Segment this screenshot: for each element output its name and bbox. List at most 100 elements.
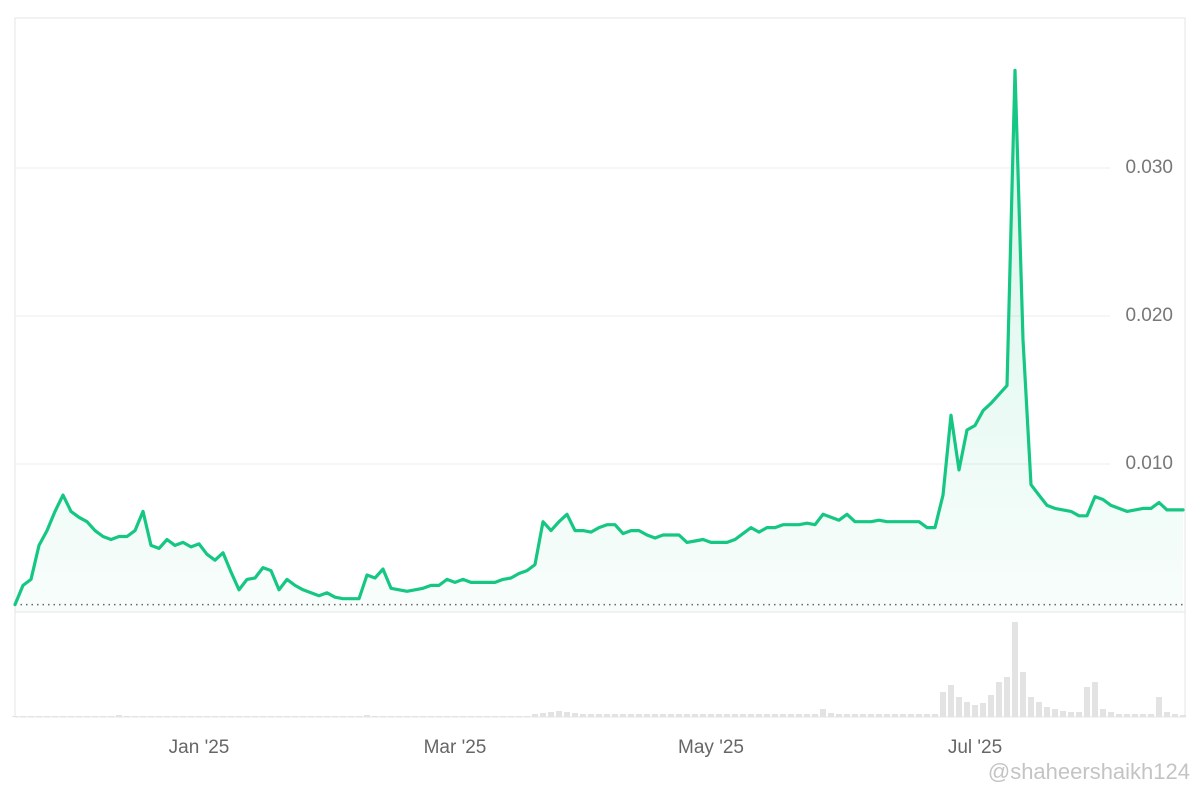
volume-bar: [84, 716, 90, 717]
volume-bar: [908, 714, 914, 717]
volume-bar: [924, 714, 930, 717]
volume-bar: [124, 716, 130, 717]
volume-bar: [748, 714, 754, 717]
volume-bar: [740, 714, 746, 717]
volume-bar: [556, 711, 562, 717]
x-tick-label: Jan '25: [169, 737, 230, 758]
volume-bar: [100, 716, 106, 717]
volume-bar: [508, 716, 514, 717]
volume-bar: [420, 716, 426, 717]
volume-bar: [484, 716, 490, 717]
volume-bar: [476, 716, 482, 717]
volume-bar: [1084, 687, 1090, 717]
x-tick-label: Jul '25: [948, 737, 1002, 758]
volume-bar: [1052, 709, 1058, 717]
volume-bar: [188, 716, 194, 717]
volume-bar: [180, 716, 186, 717]
volume-bar: [148, 716, 154, 717]
volume-bar: [12, 716, 18, 717]
volume-bar: [700, 714, 706, 717]
volume-bar: [1068, 712, 1074, 717]
volume-bar: [900, 714, 906, 717]
volume-bar: [1148, 714, 1154, 717]
volume-bar: [572, 713, 578, 717]
volume-bar: [660, 714, 666, 717]
volume-bar: [708, 714, 714, 717]
volume-bar: [220, 716, 226, 717]
volume-bar: [972, 705, 978, 717]
volume-bar: [1116, 714, 1122, 717]
volume-bar: [156, 716, 162, 717]
volume-bar: [892, 714, 898, 717]
volume-bar: [1092, 682, 1098, 717]
y-tick-label: 0.030: [1125, 157, 1173, 178]
volume-bar: [788, 714, 794, 717]
volume-bar: [548, 712, 554, 717]
volume-bar: [1060, 711, 1066, 717]
volume-bar: [36, 716, 42, 717]
volume-bar: [764, 714, 770, 717]
volume-bar: [108, 716, 114, 717]
volume-bar: [884, 714, 890, 717]
volume-bar: [348, 716, 354, 717]
volume-bar: [780, 714, 786, 717]
volume-bar: [620, 714, 626, 717]
volume-bar: [1012, 622, 1018, 717]
volume-bar: [92, 716, 98, 717]
volume-bar: [44, 716, 50, 717]
volume-bar: [292, 716, 298, 717]
volume-bar: [1172, 714, 1178, 717]
volume-bar: [836, 714, 842, 717]
volume-bar: [452, 716, 458, 717]
volume-bar: [76, 716, 82, 717]
volume-bar: [236, 716, 242, 717]
volume-bar: [300, 716, 306, 717]
volume-bar: [396, 716, 402, 717]
volume-bar: [988, 695, 994, 717]
volume-bar: [580, 714, 586, 717]
volume-bar: [380, 716, 386, 717]
volume-bar: [996, 682, 1002, 717]
volume-bar: [364, 715, 370, 717]
volume-bar: [140, 716, 146, 717]
area: [15, 70, 1183, 613]
volume-bar: [468, 716, 474, 717]
volume-bar: [164, 716, 170, 717]
volume-bar: [356, 716, 362, 717]
volume-bar: [532, 714, 538, 717]
volume-bar: [564, 712, 570, 717]
volume-bar: [524, 716, 530, 717]
volume-bar: [1028, 697, 1034, 717]
volume-bar: [1180, 715, 1186, 717]
volume-bar: [828, 713, 834, 717]
volume-bar: [868, 714, 874, 717]
volume-bar: [1124, 714, 1130, 717]
volume-bar: [436, 716, 442, 717]
volume-bar: [316, 716, 322, 717]
y-tick-label: 0.010: [1125, 453, 1173, 474]
volume-bar: [172, 716, 178, 717]
volume-bar: [1020, 672, 1026, 717]
volume-bar: [52, 716, 58, 717]
volume-bar: [668, 714, 674, 717]
volume-bar: [916, 714, 922, 717]
volume-bar: [588, 714, 594, 717]
volume-bar: [516, 716, 522, 717]
y-tick-label: 0.020: [1125, 305, 1173, 326]
volume-bar: [1132, 714, 1138, 717]
volume-bar: [228, 716, 234, 717]
volume-bar: [492, 716, 498, 717]
watermark: @shaheershaikh124: [988, 759, 1190, 784]
volume-bar: [652, 714, 658, 717]
volume-bar: [1004, 677, 1010, 717]
volume-bar: [1108, 712, 1114, 717]
volume-bar: [1036, 702, 1042, 717]
volume-bar: [60, 716, 66, 717]
volume-bar: [1156, 697, 1162, 717]
price-line: [13, 68, 1185, 607]
volume-bar: [612, 714, 618, 717]
volume-bar: [260, 716, 266, 717]
volume-bar: [1076, 712, 1082, 717]
volume-bar: [844, 714, 850, 717]
volume-bar: [68, 716, 74, 717]
